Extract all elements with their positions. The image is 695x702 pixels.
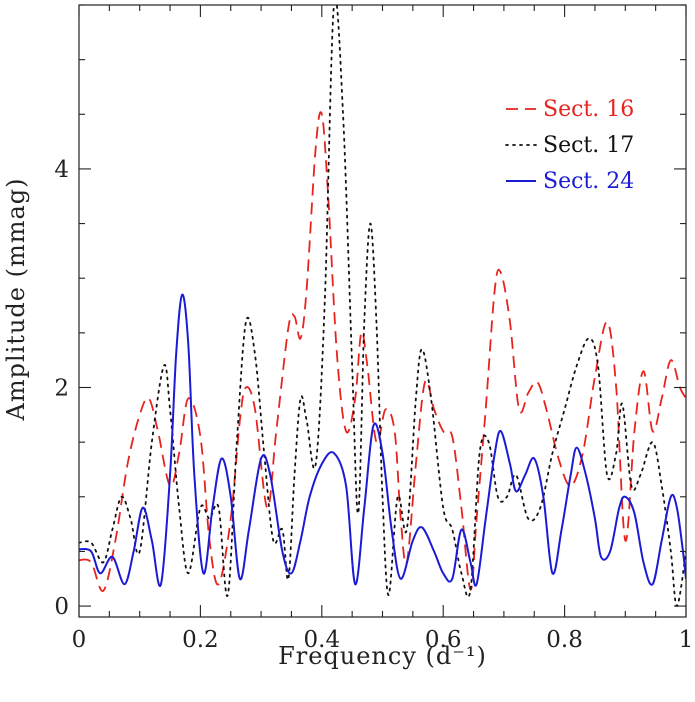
x-tick-label: 0.2 (182, 627, 219, 653)
tick-labels-layer: 0 0.2 0.4 0.6 0.8 1 0 2 4 (54, 157, 693, 653)
ticks-layer (78, 4, 687, 617)
y-tick-label: 0 (54, 594, 69, 620)
x-tick-label: 0 (72, 627, 87, 653)
legend-label-sect-17: Sect. 17 (543, 133, 634, 158)
series-layer (79, 5, 686, 607)
x-tick-label: 0.6 (425, 627, 462, 653)
legend-label-sect-24: Sect. 24 (543, 169, 634, 194)
y-axis-title: Amplitude (mmag) (2, 177, 30, 421)
series-line-sect-24 (79, 293, 686, 588)
y-tick-label: 2 (54, 376, 69, 402)
series-line-sect-17 (79, 5, 686, 607)
x-tick-label: 0.4 (304, 627, 341, 653)
x-tick-label: 0.8 (546, 627, 583, 653)
x-tick-label: 1 (679, 627, 694, 653)
legend: Sect. 16 Sect. 17 Sect. 24 (505, 97, 634, 194)
series-line-sect-16 (79, 111, 686, 592)
x-axis-title: Frequency (d⁻¹) (278, 642, 487, 670)
y-tick-label: 4 (54, 157, 69, 183)
legend-label-sect-16: Sect. 16 (543, 97, 634, 122)
